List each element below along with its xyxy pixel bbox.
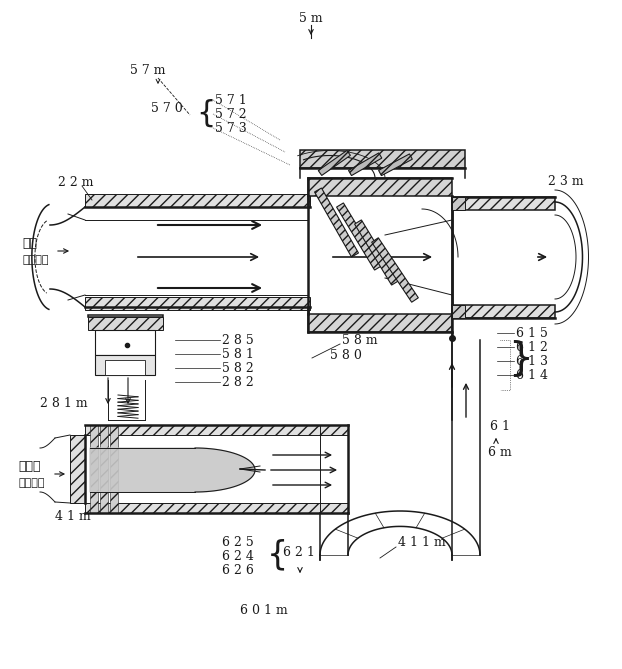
Text: 5 7 m: 5 7 m	[130, 64, 165, 76]
Polygon shape	[315, 188, 358, 257]
Bar	[85, 194, 310, 207]
Bar	[85, 425, 348, 435]
Text: 吸気: 吸気	[22, 237, 37, 250]
Text: 5 8 2: 5 8 2	[222, 361, 254, 375]
Bar	[95, 330, 155, 355]
Text: 5 7 0: 5 7 0	[151, 102, 183, 114]
Text: 6 m: 6 m	[488, 446, 512, 458]
Text: 5 8 m: 5 8 m	[342, 334, 378, 347]
Text: 6 1: 6 1	[490, 419, 510, 432]
Text: 6 1 2: 6 1 2	[516, 341, 548, 353]
Text: {: {	[196, 98, 215, 128]
Text: {: {	[267, 539, 288, 571]
Bar	[100, 425, 108, 513]
Text: 4 1 1 m: 4 1 1 m	[398, 537, 446, 549]
Text: 2 8 5: 2 8 5	[222, 334, 254, 347]
Polygon shape	[337, 203, 381, 270]
Bar	[88, 315, 163, 317]
Bar	[300, 150, 465, 168]
Polygon shape	[379, 154, 412, 176]
Polygon shape	[348, 153, 382, 175]
Bar	[85, 503, 348, 513]
Bar	[452, 305, 555, 318]
Polygon shape	[318, 151, 350, 175]
Text: 5 m: 5 m	[299, 11, 323, 25]
Text: （４０）: （４０）	[18, 478, 45, 488]
Text: 2 8 1 m: 2 8 1 m	[40, 397, 88, 409]
Polygon shape	[355, 220, 399, 285]
Bar	[70, 435, 85, 503]
Bar	[308, 314, 452, 332]
Bar	[88, 317, 163, 330]
Text: 5 7 3: 5 7 3	[215, 122, 247, 134]
Polygon shape	[372, 237, 419, 302]
Polygon shape	[90, 448, 255, 492]
Bar	[105, 360, 145, 375]
Text: }: }	[508, 339, 533, 377]
Text: 6 1 3: 6 1 3	[516, 355, 548, 367]
Bar	[90, 425, 98, 513]
Text: （２０）: （２０）	[22, 255, 49, 265]
Text: 6 2 4: 6 2 4	[222, 549, 254, 563]
Bar	[308, 178, 452, 196]
Bar	[452, 197, 465, 210]
Bar	[95, 355, 155, 375]
Text: 4 1 m: 4 1 m	[55, 510, 91, 524]
Text: 2 3 m: 2 3 m	[548, 175, 583, 187]
Text: 6 2 6: 6 2 6	[222, 563, 254, 577]
Bar	[452, 305, 465, 318]
Text: 6 0 1 m: 6 0 1 m	[240, 603, 288, 617]
Bar	[452, 197, 555, 210]
Bar	[85, 297, 310, 310]
Text: 5 8 1: 5 8 1	[222, 347, 254, 361]
Text: 5 7 1: 5 7 1	[215, 94, 247, 106]
Text: 6 2 1: 6 2 1	[283, 547, 315, 559]
Bar	[110, 425, 118, 513]
Text: 6 1 5: 6 1 5	[516, 326, 548, 339]
Text: 6 1 4: 6 1 4	[516, 369, 548, 381]
Text: 6 2 5: 6 2 5	[222, 535, 254, 549]
Text: 5 8 0: 5 8 0	[330, 349, 362, 361]
Text: 2 2 m: 2 2 m	[58, 175, 93, 189]
Text: 駆動流: 駆動流	[18, 460, 40, 472]
Text: 2 8 2: 2 8 2	[222, 375, 254, 389]
Text: 5 7 2: 5 7 2	[215, 108, 247, 120]
